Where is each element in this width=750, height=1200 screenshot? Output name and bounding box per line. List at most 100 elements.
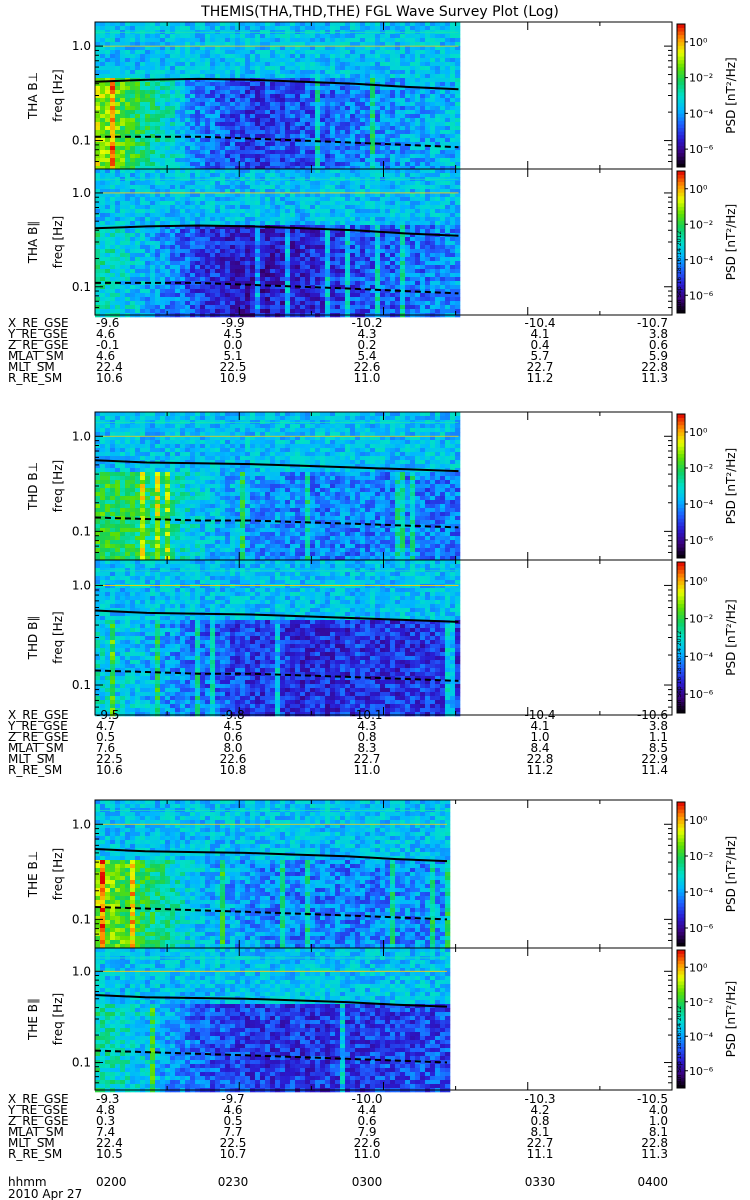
- spectrogram-cell: [265, 285, 271, 290]
- spectrogram-cell: [365, 261, 371, 266]
- spectrogram-cell: [385, 281, 391, 286]
- spectrogram-cell: [325, 158, 331, 163]
- spectrogram-cell: [130, 114, 136, 119]
- spectrogram-cell: [160, 173, 166, 178]
- spectrogram-cell: [100, 257, 106, 262]
- spectrogram-cell: [100, 142, 106, 147]
- spectrogram-cell: [295, 277, 301, 282]
- spectrogram-cell: [110, 94, 116, 99]
- colorbar-step: [677, 24, 685, 28]
- spectrogram-cell: [240, 86, 246, 91]
- spectrogram-cell: [335, 289, 341, 294]
- spectrogram-cell: [255, 138, 261, 143]
- spectrogram-cells: [95, 169, 461, 318]
- spectrogram-cell: [165, 110, 171, 115]
- spectrogram-cell: [425, 70, 431, 75]
- spectrogram-cell: [210, 38, 216, 43]
- spectrogram-cell: [185, 98, 191, 103]
- spectrogram-cell: [295, 38, 301, 43]
- spectrogram-cell: [410, 162, 416, 167]
- spectrogram-cell: [445, 26, 451, 31]
- spectrogram-cell: [220, 166, 226, 171]
- spectrogram-cell: [145, 86, 151, 91]
- spectrogram-cell: [165, 233, 171, 238]
- spectrogram-cell: [260, 249, 266, 254]
- spectrogram-cell: [220, 62, 226, 67]
- spectrogram-cell: [370, 110, 376, 115]
- spectrogram-cell: [175, 166, 181, 171]
- spectrogram-cell: [370, 213, 376, 218]
- colorbar-step: [677, 59, 685, 64]
- spectrogram-cell: [450, 166, 456, 171]
- spectrogram-cell: [390, 90, 396, 95]
- spectrogram-cell: [245, 74, 251, 79]
- spectrogram-cell: [160, 38, 166, 43]
- spectrogram-cell: [425, 138, 431, 143]
- spectrogram-cell: [225, 181, 231, 186]
- spectrogram-cell: [455, 130, 461, 135]
- spectrogram-cell: [380, 209, 386, 214]
- spectrogram-cell: [140, 237, 146, 242]
- spectrogram-cell: [150, 42, 156, 47]
- spectrogram-cell: [205, 229, 211, 234]
- spectrogram-cell: [260, 162, 266, 167]
- spectrogram-cell: [235, 150, 241, 155]
- spectrogram-cell: [185, 265, 191, 270]
- spectrogram-cell: [255, 249, 261, 254]
- spectrogram-cell: [355, 74, 361, 79]
- spectrogram-cell: [385, 261, 391, 266]
- spectrogram-cell: [320, 58, 326, 63]
- spectrogram-cell: [435, 134, 441, 139]
- spectrogram-cell: [195, 297, 201, 302]
- spectrogram-cell: [120, 138, 126, 143]
- spectrogram-cell: [240, 106, 246, 111]
- spectrogram-cell: [335, 114, 341, 119]
- spectrogram-cell: [440, 134, 446, 139]
- spectrogram-cell: [200, 66, 206, 71]
- spectrogram-cell: [240, 253, 246, 258]
- spectrogram-cell: [105, 110, 111, 115]
- spectrogram-cell: [375, 273, 381, 278]
- spectrogram-cell: [220, 245, 226, 250]
- spectrogram-cell: [215, 54, 221, 59]
- spectrogram-cell: [380, 142, 386, 147]
- spectrogram-cell: [270, 50, 276, 55]
- spectrogram-cell: [295, 233, 301, 238]
- spectrogram-cell: [295, 241, 301, 246]
- spectrogram-cell: [415, 110, 421, 115]
- spectrogram-cell: [445, 58, 451, 63]
- spectrogram-cell: [335, 154, 341, 159]
- spectrogram-cell: [455, 22, 461, 27]
- spectrogram-cell: [195, 22, 201, 27]
- spectrogram-cell: [270, 305, 276, 310]
- spectrogram-cell: [355, 70, 361, 75]
- spectrogram-cell: [455, 158, 461, 163]
- spectrogram-cell: [305, 54, 311, 59]
- spectrogram-cell: [215, 138, 221, 143]
- spectrogram-cell: [150, 257, 156, 262]
- spectrogram-cell: [405, 22, 411, 27]
- spectrogram-cell: [120, 233, 126, 238]
- spectrogram-cell: [340, 217, 346, 222]
- spectrogram-cell: [350, 293, 356, 298]
- spectrogram-cell: [180, 217, 186, 222]
- spectrogram-cell: [255, 233, 261, 238]
- spectrogram-cell: [300, 58, 306, 63]
- spectrogram-cell: [200, 70, 206, 75]
- spectrogram-cell: [125, 26, 131, 31]
- spectrogram-cell: [200, 173, 206, 178]
- spectrogram-cell: [220, 273, 226, 278]
- spectrogram-cell: [230, 166, 236, 171]
- spectrogram-cell: [195, 249, 201, 254]
- spectrogram-cell: [130, 50, 136, 55]
- spectrogram-cell: [200, 94, 206, 99]
- spectrogram-cell: [140, 217, 146, 222]
- spectrogram-cell: [365, 213, 371, 218]
- spectrogram-cell: [145, 185, 151, 190]
- figure-title: THEMIS(THA,THD,THE) FGL Wave Survey Plot…: [200, 4, 559, 20]
- spectrogram-cell: [165, 189, 171, 194]
- spectrogram-cell: [375, 102, 381, 107]
- spectrogram-cell: [110, 130, 116, 135]
- spectrogram-cell: [140, 106, 146, 111]
- spectrogram-cell: [330, 26, 336, 31]
